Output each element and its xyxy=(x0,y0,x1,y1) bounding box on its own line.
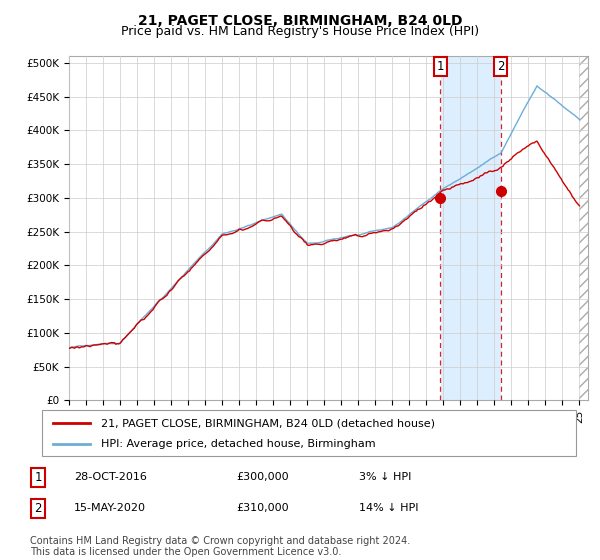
Text: 28-OCT-2016: 28-OCT-2016 xyxy=(74,472,147,482)
Text: HPI: Average price, detached house, Birmingham: HPI: Average price, detached house, Birm… xyxy=(101,438,376,449)
Text: 3% ↓ HPI: 3% ↓ HPI xyxy=(359,472,411,482)
Text: Price paid vs. HM Land Registry's House Price Index (HPI): Price paid vs. HM Land Registry's House … xyxy=(121,25,479,38)
Text: 2: 2 xyxy=(497,59,505,73)
FancyBboxPatch shape xyxy=(42,410,576,456)
Text: £300,000: £300,000 xyxy=(236,472,289,482)
Text: 21, PAGET CLOSE, BIRMINGHAM, B24 0LD (detached house): 21, PAGET CLOSE, BIRMINGHAM, B24 0LD (de… xyxy=(101,418,435,428)
Text: Contains HM Land Registry data © Crown copyright and database right 2024.
This d: Contains HM Land Registry data © Crown c… xyxy=(30,535,410,557)
Text: 2: 2 xyxy=(34,502,42,515)
Text: 14% ↓ HPI: 14% ↓ HPI xyxy=(359,503,418,513)
Text: 15-MAY-2020: 15-MAY-2020 xyxy=(74,503,146,513)
Text: £310,000: £310,000 xyxy=(236,503,289,513)
Text: 21, PAGET CLOSE, BIRMINGHAM, B24 0LD: 21, PAGET CLOSE, BIRMINGHAM, B24 0LD xyxy=(138,14,462,28)
Bar xyxy=(580,56,588,400)
Text: 1: 1 xyxy=(437,59,444,73)
Text: 1: 1 xyxy=(34,470,42,484)
